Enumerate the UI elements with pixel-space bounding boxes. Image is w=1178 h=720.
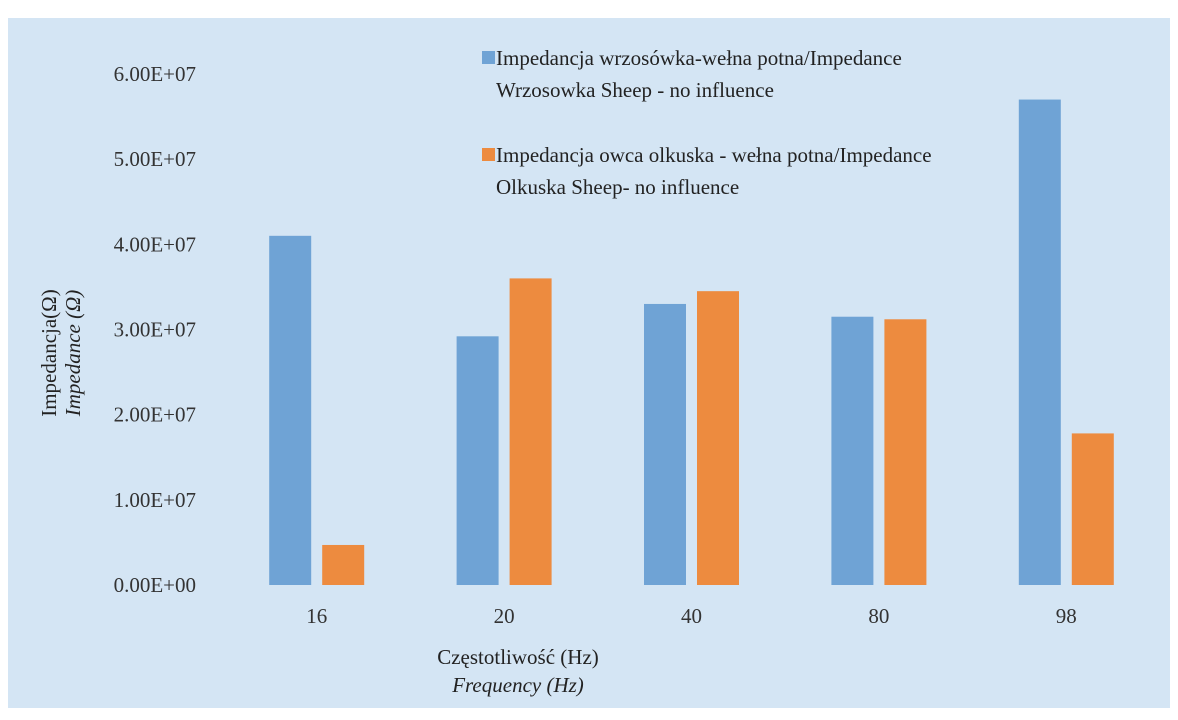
legend-label-wrzosowka-line2: Wrzosowka Sheep - no influence [496, 78, 774, 102]
legend-entry-wrzosowka: Impedancja wrzosówka-wełna potna/Impedan… [482, 46, 902, 102]
bar-wrzosowka-20 [456, 336, 499, 585]
y-tick-label: 6.00E+07 [114, 62, 196, 86]
legend-label-olkuska-line1: Impedancja owca olkuska - wełna potna/Im… [496, 143, 932, 167]
bar-olkuska-80 [884, 319, 927, 585]
legend-swatch-olkuska [482, 148, 495, 161]
x-tick-label: 16 [306, 604, 327, 628]
legend-entry-olkuska: Impedancja owca olkuska - wełna potna/Im… [482, 143, 932, 199]
y-axis-ticks: 0.00E+00 1.00E+07 2.00E+07 3.00E+07 4.00E+07… [114, 62, 196, 597]
x-axis-ticks: 16 20 40 80 98 [306, 604, 1077, 628]
bar-wrzosowka-16 [269, 235, 312, 586]
bar-olkuska-40 [697, 291, 739, 585]
legend-swatch-wrzosowka [482, 51, 495, 64]
bar-wrzosowka-40 [644, 303, 686, 585]
y-tick-label: 0.00E+00 [114, 573, 196, 597]
x-tick-label: 80 [868, 604, 889, 628]
x-tick-label: 20 [494, 604, 515, 628]
bar-olkuska-98 [1071, 433, 1114, 585]
x-tick-label: 40 [681, 604, 702, 628]
y-tick-label: 2.00E+07 [114, 403, 196, 427]
chart-background [8, 18, 1170, 708]
legend: Impedancja wrzosówka-wełna potna/Impedan… [482, 46, 932, 199]
bar-wrzosowka-98 [1018, 99, 1061, 586]
x-axis-title: Częstotliwość (Hz) Frequency (Hz) [437, 645, 599, 697]
chart-frame: 0.00E+00 1.00E+07 2.00E+07 3.00E+07 4.00E+07… [8, 18, 1170, 708]
bar-olkuska-20 [509, 278, 552, 585]
y-tick-label: 5.00E+07 [114, 147, 196, 171]
y-axis-title-pl: Impedancja(Ω) [37, 289, 61, 417]
legend-label-wrzosowka-line1: Impedancja wrzosówka-wełna potna/Impedan… [496, 46, 902, 70]
y-axis-title: Impedancja(Ω) Impedance (Ω) [37, 289, 85, 417]
x-axis-title-pl: Częstotliwość (Hz) [437, 645, 599, 669]
y-tick-label: 3.00E+07 [114, 318, 196, 342]
bar-olkuska-16 [322, 544, 365, 585]
legend-label-olkuska-line2: Olkuska Sheep- no influence [496, 175, 739, 199]
y-tick-label: 4.00E+07 [114, 232, 196, 256]
impedance-bar-chart: 0.00E+00 1.00E+07 2.00E+07 3.00E+07 4.00E+07… [8, 18, 1170, 708]
x-tick-label: 98 [1056, 604, 1077, 628]
bar-wrzosowka-80 [831, 316, 874, 585]
y-axis-title-en: Impedance (Ω) [61, 290, 85, 418]
x-axis-title-en: Frequency (Hz) [451, 673, 584, 697]
y-tick-label: 1.00E+07 [114, 488, 196, 512]
bars [269, 99, 1114, 586]
